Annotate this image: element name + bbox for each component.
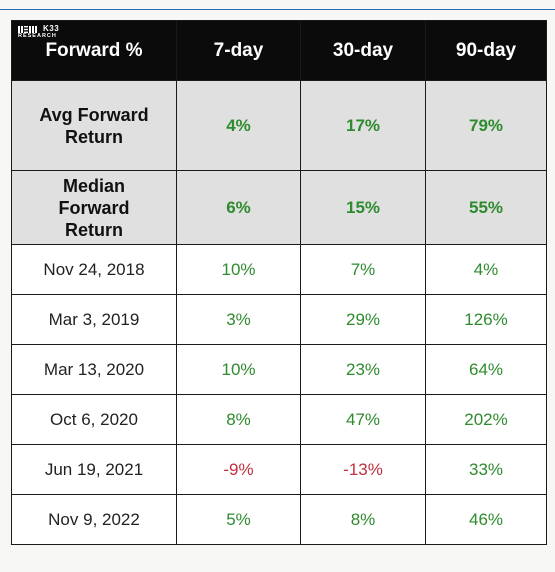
row-value-7-day: 10% bbox=[176, 244, 301, 295]
row-value-7-day: 5% bbox=[176, 494, 301, 545]
summary-label-median: Median Forward Return bbox=[11, 170, 177, 245]
row-date: Nov 9, 2022 bbox=[11, 494, 177, 545]
row-date: Jun 19, 2021 bbox=[11, 444, 177, 495]
summary-row-median: Median Forward Return 6% 15% 55% bbox=[11, 170, 547, 245]
table-row: Nov 9, 2022 5% 8% 46% bbox=[11, 494, 547, 545]
row-value-30-day: 7% bbox=[300, 244, 426, 295]
heading-rule bbox=[0, 9, 555, 10]
summary-value-avg-90-day: 79% bbox=[425, 80, 547, 171]
header-row: K33 RESEARCH Forward % 7-day 30-day 90-d… bbox=[11, 20, 547, 81]
row-value-7-day: 8% bbox=[176, 394, 301, 445]
summary-row-avg: Avg Forward Return 4% 17% 79% bbox=[11, 80, 547, 171]
logo-brand: K33 bbox=[43, 24, 60, 33]
summary-label-avg: Avg Forward Return bbox=[11, 80, 177, 171]
table-row: Mar 3, 2019 3% 29% 126% bbox=[11, 294, 547, 345]
row-value-90-day: 33% bbox=[425, 444, 547, 495]
row-value-30-day: -13% bbox=[300, 444, 426, 495]
table-row: Jun 19, 2021 -9% -13% 33% bbox=[11, 444, 547, 495]
summary-value-avg-7-day: 4% bbox=[176, 80, 301, 171]
row-date: Mar 13, 2020 bbox=[11, 344, 177, 395]
row-date: Oct 6, 2020 bbox=[11, 394, 177, 445]
row-value-30-day: 47% bbox=[300, 394, 426, 445]
summary-label-line: Return bbox=[65, 126, 123, 147]
row-value-30-day: 23% bbox=[300, 344, 426, 395]
row-value-30-day: 8% bbox=[300, 494, 426, 545]
header-label-forward-pct: Forward % bbox=[45, 39, 143, 61]
row-value-90-day: 64% bbox=[425, 344, 547, 395]
header-cell-90-day: 90-day bbox=[425, 20, 547, 81]
header-cell-forward-pct: K33 RESEARCH Forward % bbox=[11, 20, 177, 81]
summary-value-median-30-day: 15% bbox=[300, 170, 426, 245]
row-value-90-day: 126% bbox=[425, 294, 547, 345]
header-cell-30-day: 30-day bbox=[300, 20, 426, 81]
row-value-7-day: 3% bbox=[176, 294, 301, 345]
row-value-90-day: 4% bbox=[425, 244, 547, 295]
summary-label-line: Forward bbox=[58, 197, 130, 218]
logo-brand-sub: RESEARCH bbox=[18, 33, 57, 39]
summary-label-line: Return bbox=[65, 219, 123, 240]
row-value-90-day: 46% bbox=[425, 494, 547, 545]
summary-value-median-7-day: 6% bbox=[176, 170, 301, 245]
summary-label-line: Avg Forward bbox=[39, 104, 149, 125]
row-value-90-day: 202% bbox=[425, 394, 547, 445]
summary-value-median-90-day: 55% bbox=[425, 170, 547, 245]
row-value-7-day: 10% bbox=[176, 344, 301, 395]
table-row: Mar 13, 2020 10% 23% 64% bbox=[11, 344, 547, 395]
summary-label-line: Median bbox=[62, 175, 125, 196]
k33-research-logo: K33 RESEARCH bbox=[18, 25, 59, 40]
summary-value-avg-30-day: 17% bbox=[300, 80, 426, 171]
row-value-7-day: -9% bbox=[176, 444, 301, 495]
table-row: Nov 24, 2018 10% 7% 4% bbox=[11, 244, 547, 295]
cropped-heading-strip bbox=[0, 0, 555, 12]
header-cell-7-day: 7-day bbox=[176, 20, 301, 81]
row-date: Nov 24, 2018 bbox=[11, 244, 177, 295]
k33-logo-icon bbox=[18, 25, 37, 33]
forward-returns-table: K33 RESEARCH Forward % 7-day 30-day 90-d… bbox=[11, 20, 547, 545]
row-date: Mar 3, 2019 bbox=[11, 294, 177, 345]
row-value-30-day: 29% bbox=[300, 294, 426, 345]
table-row: Oct 6, 2020 8% 47% 202% bbox=[11, 394, 547, 445]
